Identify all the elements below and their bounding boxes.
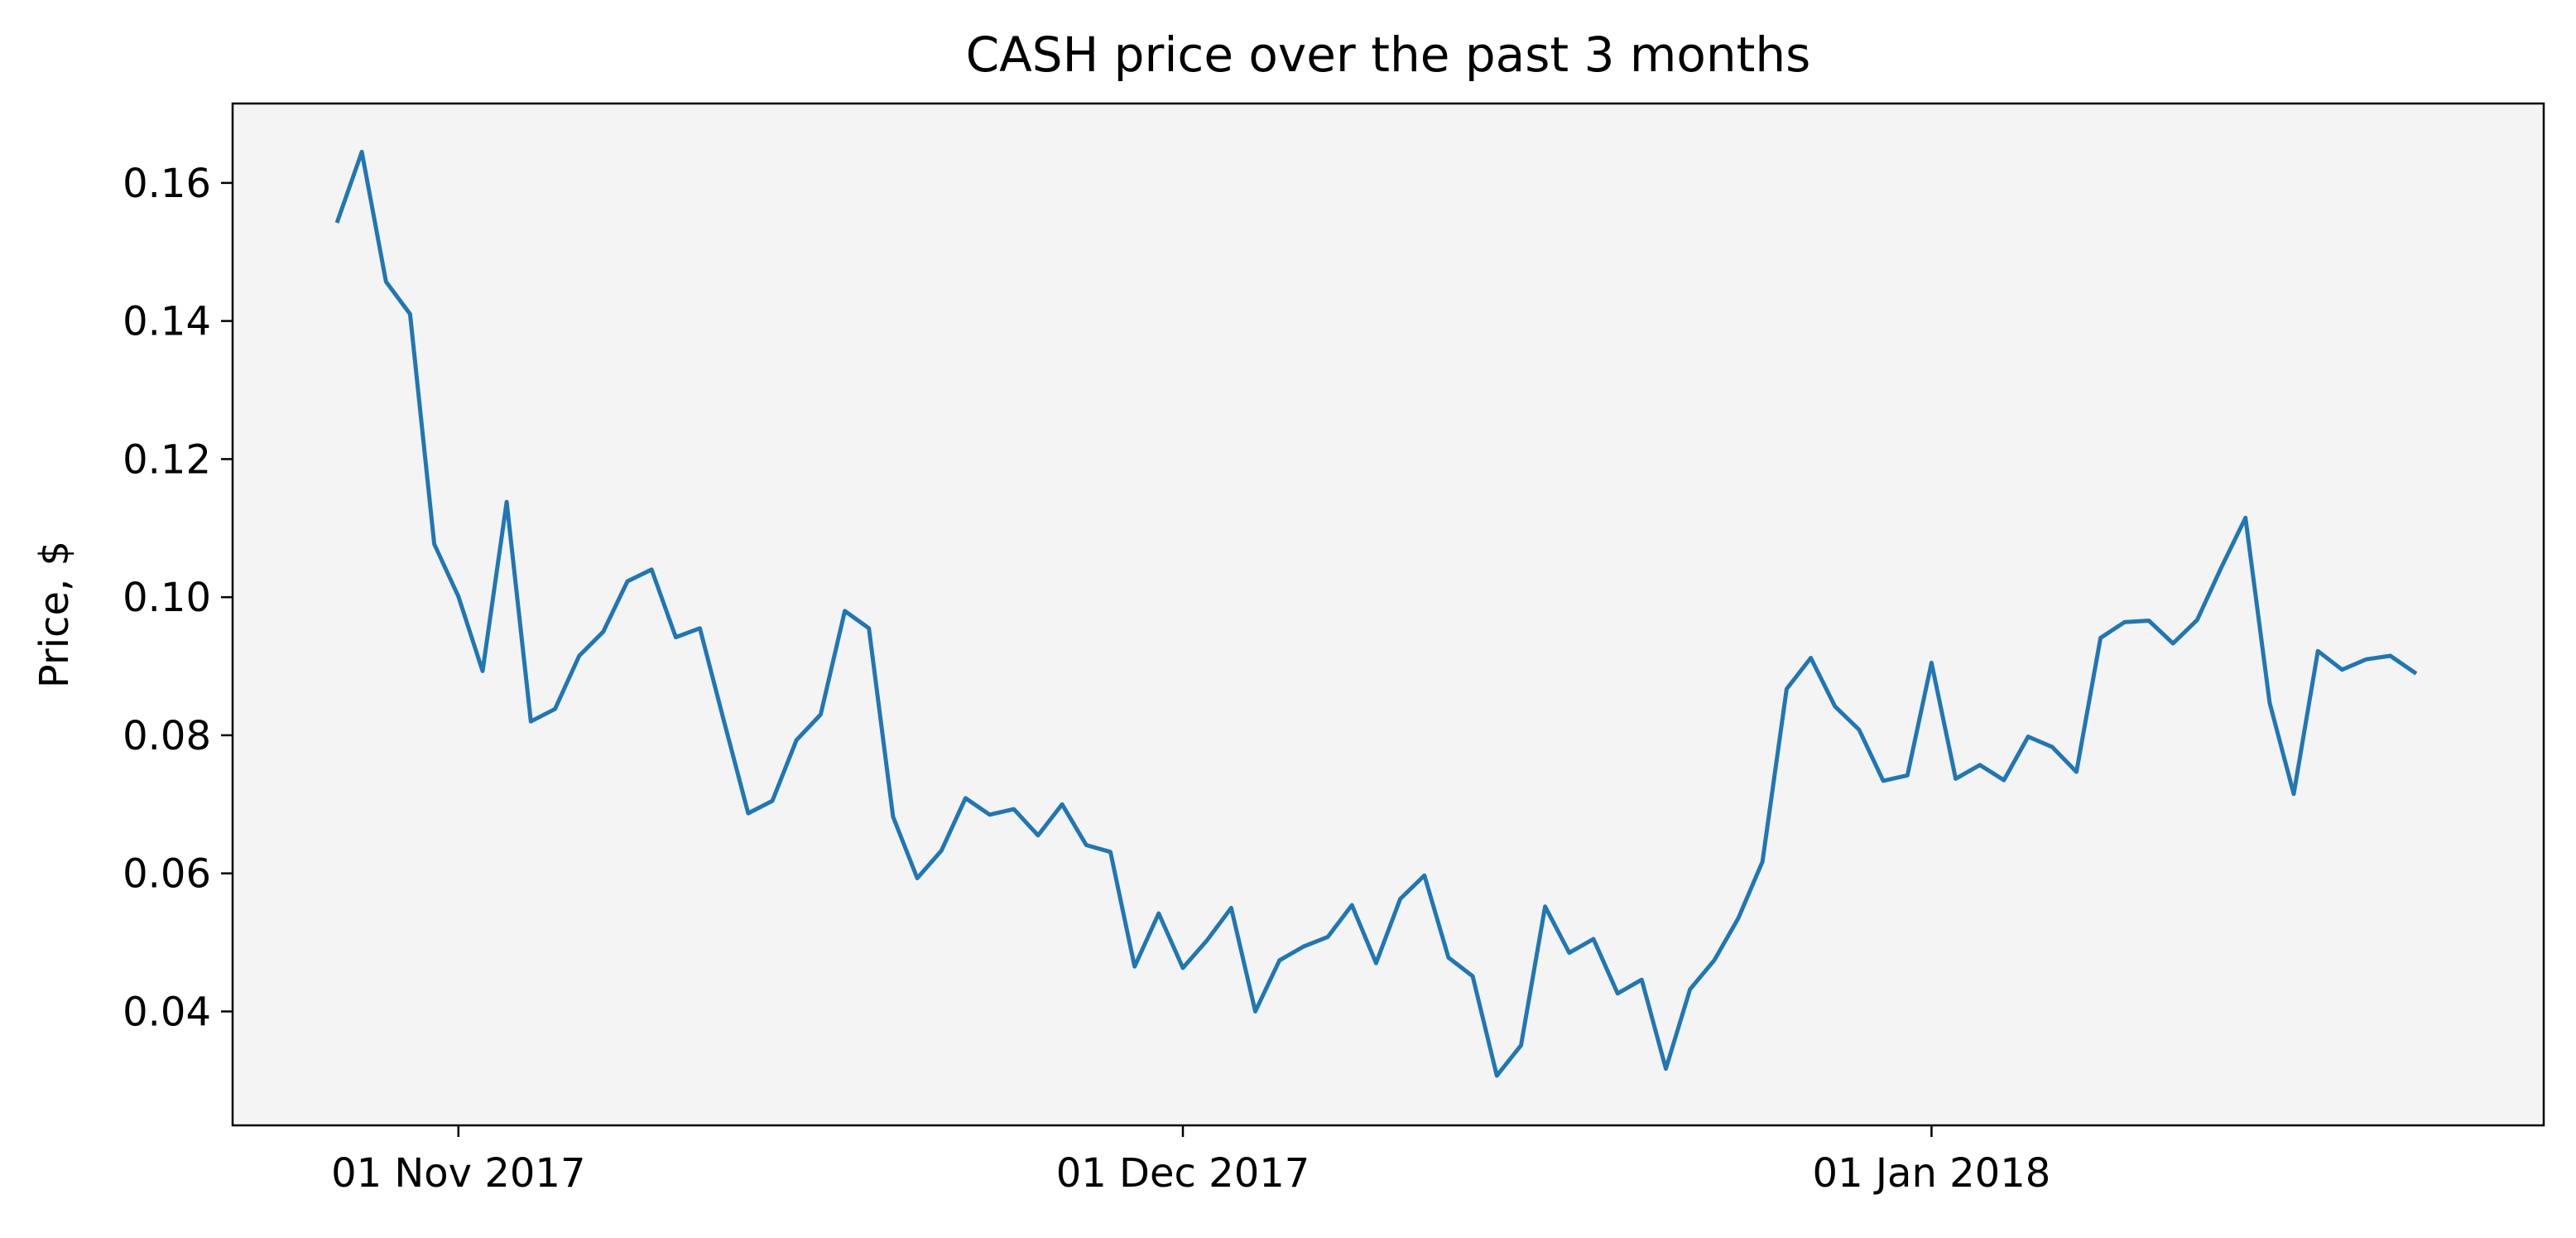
y-tick-label: 0.04 [123, 989, 211, 1035]
x-tick-label: 01 Dec 2017 [1056, 1150, 1310, 1197]
y-tick-label: 0.06 [123, 851, 211, 898]
y-tick-label: 0.10 [123, 575, 211, 621]
x-tick-label: 01 Jan 2018 [1813, 1150, 2051, 1197]
y-tick-label: 0.12 [123, 436, 211, 483]
plot-area [233, 104, 2544, 1125]
chart-title: CASH price over the past 3 months [966, 26, 1811, 83]
y-tick-label: 0.14 [123, 299, 211, 345]
x-axis: 01 Nov 2017 01 Dec 2017 01 Jan 2018 [331, 1125, 2050, 1197]
y-axis-label: Price, $ [31, 541, 78, 688]
x-tick-label: 01 Nov 2017 [331, 1150, 585, 1197]
series-layer [334, 149, 2418, 1078]
price-series-line [334, 149, 2418, 1078]
plot-frame [231, 102, 2545, 1127]
y-tick-label: 0.08 [123, 713, 211, 759]
y-tick-label: 0.16 [123, 161, 211, 207]
y-axis: 0.04 0.06 0.08 0.10 0.12 0.14 0.16 [123, 161, 233, 1035]
